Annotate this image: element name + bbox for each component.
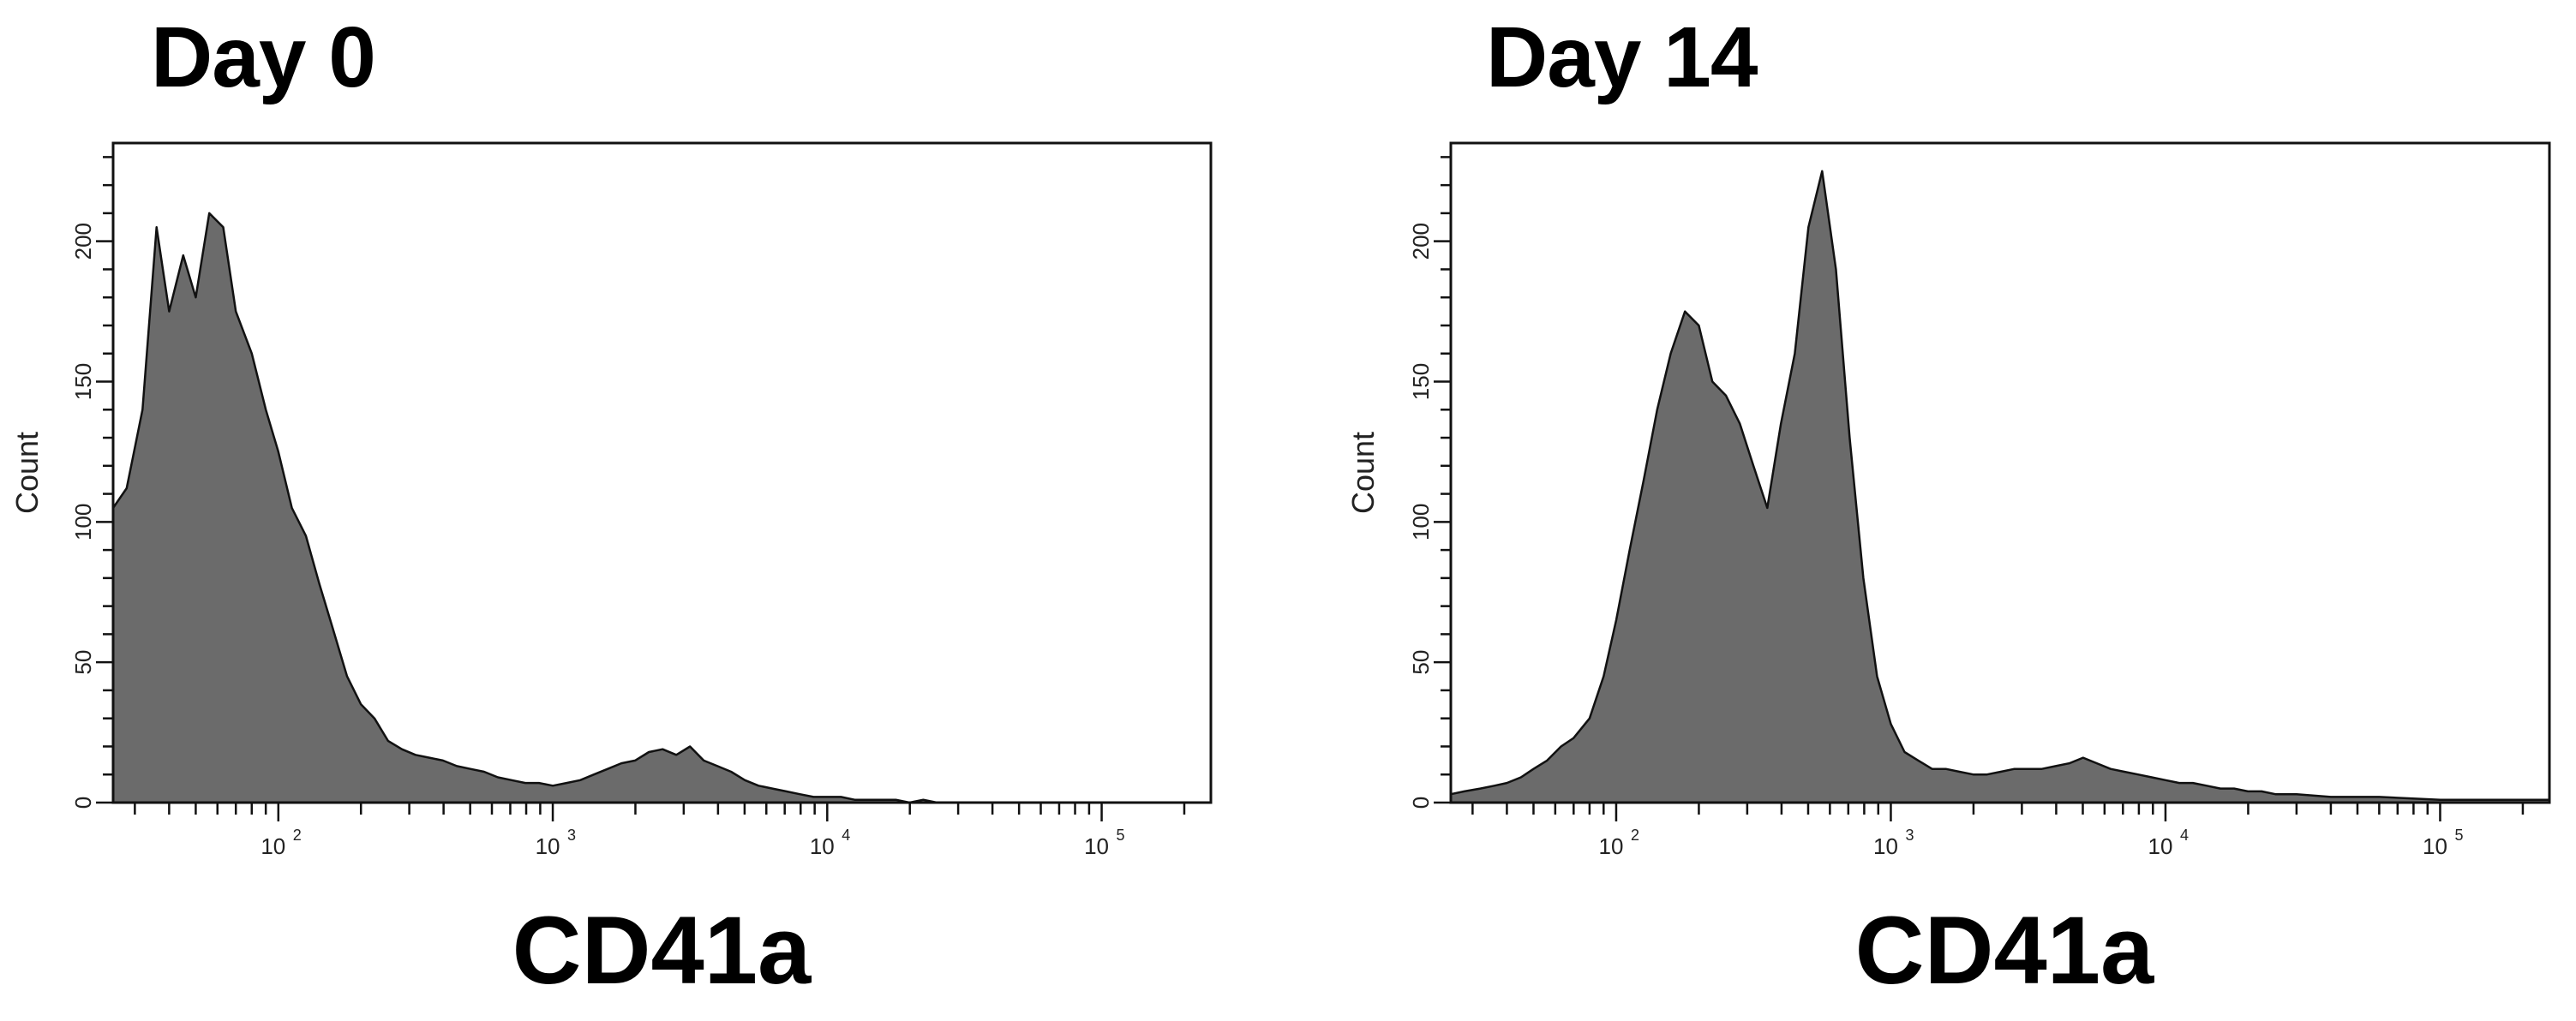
y-tick-label: 100 [1408,504,1434,540]
chart-title: Day 0 [151,9,376,105]
x-tick-exponent: 3 [567,827,576,844]
x-tick-label: 10 [2423,833,2447,859]
x-tick-label: 10 [810,833,835,859]
histogram-panel-day-0: Day 0 0 50 100 150 200 Count 10 2 10 3 10 4 10 5 CD41… [9,9,1213,1004]
x-tick-label: 10 [1598,833,1623,859]
x-axis-label: CD41a [512,897,812,1004]
x-tick-label: 10 [536,833,560,859]
chart-title: Day 14 [1486,9,1758,105]
x-tick-exponent: 2 [1631,827,1639,844]
x-tick-exponent: 5 [1117,827,1125,844]
y-tick-label: 50 [70,650,96,675]
x-tick-exponent: 2 [293,827,302,844]
x-tick-label: 10 [261,833,285,859]
y-tick-label: 200 [70,223,96,260]
plot-frame [1449,141,2551,804]
y-tick-label: 150 [70,363,96,400]
histogram-plot: 0 50 100 150 200 Count 10 2 10 3 10 4 10 5 [1345,141,2551,859]
x-tick-exponent: 4 [842,827,850,844]
x-tick-label: 10 [2148,833,2172,859]
y-tick-label: 150 [1408,363,1434,400]
x-axis-label: CD41a [1854,897,2154,1004]
x-tick-label: 10 [1084,833,1109,859]
y-tick-label: 50 [1408,650,1434,675]
x-tick-exponent: 4 [2180,827,2189,844]
histogram-plot: 0 50 100 150 200 Count 10 2 10 3 10 4 10 5 [9,141,1213,859]
x-tick-exponent: 5 [2454,827,2463,844]
histogram-area [1449,170,2551,804]
histogram-panel-day-14: Day 14 0 50 100 150 200 Count 10 2 10 3 10 4 10 5 CD4… [1288,0,2576,1021]
histogram-area [111,212,1213,804]
y-tick-label: 100 [70,504,96,540]
y-tick-label: 0 [1408,797,1434,809]
y-tick-label: 0 [70,797,96,809]
y-axis-label: Count [9,432,45,514]
x-tick-label: 10 [1873,833,1898,859]
y-tick-label: 200 [1408,223,1434,260]
plot-frame [111,141,1213,804]
y-axis-label: Count [1345,432,1381,514]
x-tick-exponent: 3 [1905,827,1914,844]
